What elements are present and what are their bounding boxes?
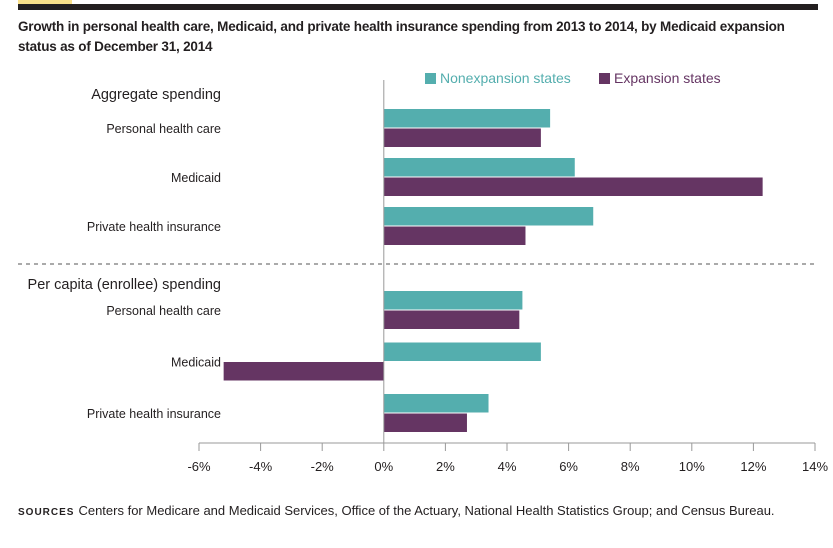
x-tick-label: 4% xyxy=(498,459,517,474)
group-label: Per capita (enrollee) spending xyxy=(28,277,221,293)
bar xyxy=(383,342,541,361)
legend-label: Expansion states xyxy=(614,70,721,86)
bar xyxy=(383,158,575,177)
chart-title: Growth in personal health care, Medicaid… xyxy=(18,19,785,54)
category-label: Private health insurance xyxy=(87,220,221,234)
category-label: Medicaid xyxy=(171,356,221,370)
bar xyxy=(383,310,520,329)
category-label: Private health insurance xyxy=(87,407,221,421)
sources-label: SOURCES xyxy=(18,507,75,518)
legend-expansion: Expansion states xyxy=(599,70,721,86)
legend-nonexpansion: Nonexpansion states xyxy=(425,70,571,86)
legend-swatch-expansion xyxy=(599,72,610,84)
x-tick-label: 0% xyxy=(374,459,393,474)
category-label: Medicaid xyxy=(171,171,221,185)
bar xyxy=(383,291,523,310)
bar xyxy=(383,109,551,128)
x-tick-label: -6% xyxy=(187,459,211,474)
bar xyxy=(383,128,541,147)
x-tick-label: 8% xyxy=(621,459,640,474)
sources-note: SOURCES Centers for Medicare and Medicaid… xyxy=(18,503,775,518)
x-tick-label: 10% xyxy=(679,459,705,474)
bar xyxy=(383,207,594,226)
header-accent xyxy=(18,0,72,6)
bar xyxy=(383,226,526,245)
x-tick-label: 2% xyxy=(436,459,455,474)
legend-label: Nonexpansion states xyxy=(440,70,571,86)
x-tick-label: -2% xyxy=(311,459,335,474)
bar xyxy=(383,177,763,196)
bar xyxy=(383,394,489,413)
x-tick-label: -4% xyxy=(249,459,273,474)
x-tick-label: 14% xyxy=(802,459,828,474)
category-label: Personal health care xyxy=(106,304,221,318)
category-label: Personal health care xyxy=(106,122,221,136)
sources-text: Centers for Medicare and Medicaid Servic… xyxy=(78,503,775,518)
bar xyxy=(223,362,384,381)
x-tick-label: 12% xyxy=(740,459,766,474)
bar xyxy=(383,413,467,432)
header-rule xyxy=(18,4,818,10)
group-label: Aggregate spending xyxy=(91,87,221,103)
x-tick-label: 6% xyxy=(559,459,578,474)
legend-swatch-nonexpansion xyxy=(425,72,436,84)
